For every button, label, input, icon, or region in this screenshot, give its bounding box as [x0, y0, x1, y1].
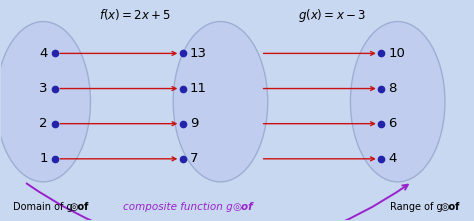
Text: 8: 8: [388, 82, 397, 95]
Ellipse shape: [350, 22, 445, 182]
Text: Domain of g: Domain of g: [13, 202, 73, 212]
Text: 4: 4: [388, 152, 397, 165]
Text: $f(x) = 2x + 5$: $f(x) = 2x + 5$: [100, 7, 171, 22]
FancyArrowPatch shape: [27, 183, 408, 221]
Text: 3: 3: [39, 82, 48, 95]
Text: 7: 7: [190, 152, 198, 165]
Text: composite function g: composite function g: [122, 202, 232, 212]
Text: 2: 2: [39, 117, 48, 130]
Ellipse shape: [173, 22, 268, 182]
Text: 1: 1: [39, 152, 48, 165]
Text: ◎of: ◎of: [440, 202, 460, 212]
Text: 9: 9: [190, 117, 198, 130]
Text: ◎of: ◎of: [232, 202, 253, 212]
Text: Range of g: Range of g: [390, 202, 443, 212]
Text: 13: 13: [190, 47, 207, 60]
Text: 6: 6: [388, 117, 397, 130]
Text: 10: 10: [388, 47, 405, 60]
Text: $g(x) = x - 3$: $g(x) = x - 3$: [298, 7, 365, 24]
Text: 11: 11: [190, 82, 207, 95]
Text: ◎of: ◎of: [69, 202, 89, 212]
Text: 4: 4: [40, 47, 48, 60]
Ellipse shape: [0, 22, 91, 182]
